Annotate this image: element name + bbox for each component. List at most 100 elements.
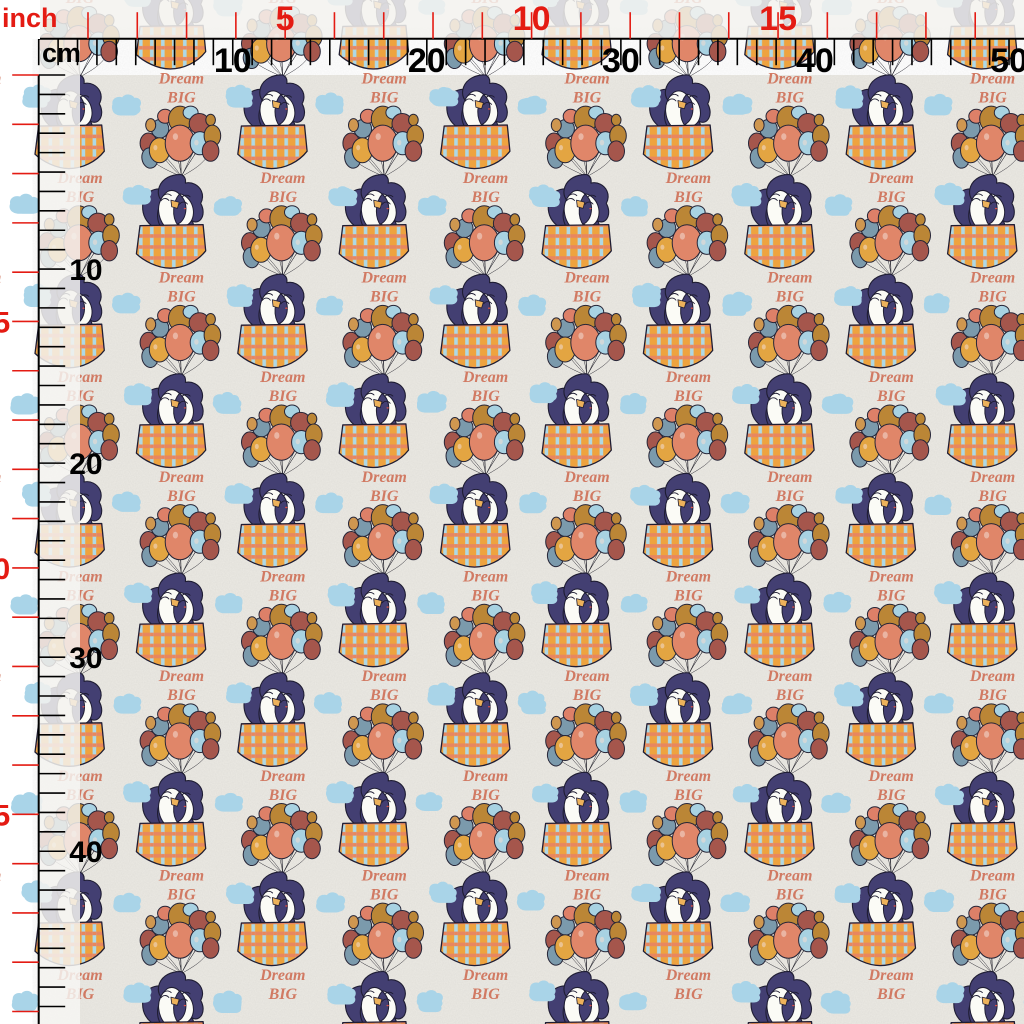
- svg-text:BIG: BIG: [876, 787, 906, 804]
- svg-text:Dream: Dream: [563, 867, 609, 884]
- svg-text:Dream: Dream: [259, 967, 305, 984]
- svg-text:BIG: BIG: [673, 588, 703, 605]
- svg-text:Dream: Dream: [361, 270, 407, 287]
- svg-text:Dream: Dream: [969, 270, 1015, 287]
- svg-text:Dream: Dream: [259, 569, 305, 586]
- svg-text:BIG: BIG: [876, 588, 906, 605]
- svg-text:Dream: Dream: [665, 569, 711, 586]
- svg-text:Dream: Dream: [969, 867, 1015, 884]
- svg-text:Dream: Dream: [563, 270, 609, 287]
- svg-text:30: 30: [602, 42, 640, 80]
- svg-text:inch: inch: [2, 3, 58, 33]
- svg-text:BIG: BIG: [775, 89, 805, 106]
- svg-text:BIG: BIG: [775, 886, 805, 903]
- svg-text:Dream: Dream: [563, 469, 609, 486]
- svg-text:10: 10: [69, 254, 102, 287]
- svg-text:BIG: BIG: [369, 886, 399, 903]
- svg-text:Dream: Dream: [766, 469, 812, 486]
- svg-text:Dream: Dream: [462, 768, 508, 785]
- svg-text:BIG: BIG: [572, 488, 602, 505]
- svg-text:Dream: Dream: [766, 668, 812, 685]
- svg-text:BIG: BIG: [369, 488, 399, 505]
- svg-text:BIG: BIG: [977, 488, 1007, 505]
- svg-text:BIG: BIG: [977, 289, 1007, 306]
- svg-text:20: 20: [408, 42, 446, 80]
- svg-text:BIG: BIG: [166, 289, 196, 306]
- svg-text:BIG: BIG: [673, 189, 703, 206]
- svg-text:BIG: BIG: [876, 388, 906, 405]
- svg-text:Dream: Dream: [361, 469, 407, 486]
- svg-text:BIG: BIG: [166, 488, 196, 505]
- svg-text:10: 10: [0, 553, 10, 586]
- svg-text:Dream: Dream: [462, 170, 508, 187]
- svg-text:BIG: BIG: [470, 189, 500, 206]
- svg-text:BIG: BIG: [470, 588, 500, 605]
- svg-text:BIG: BIG: [268, 189, 298, 206]
- svg-text:BIG: BIG: [166, 687, 196, 704]
- svg-text:BIG: BIG: [268, 588, 298, 605]
- svg-text:BIG: BIG: [775, 289, 805, 306]
- svg-text:Dream: Dream: [259, 768, 305, 785]
- svg-text:Dream: Dream: [158, 469, 204, 486]
- svg-text:Dream: Dream: [868, 967, 914, 984]
- svg-text:Dream: Dream: [462, 569, 508, 586]
- svg-text:Dream: Dream: [158, 668, 204, 685]
- svg-text:BIG: BIG: [369, 89, 399, 106]
- svg-text:Dream: Dream: [462, 967, 508, 984]
- svg-text:15: 15: [0, 799, 10, 832]
- svg-text:Dream: Dream: [158, 70, 204, 87]
- svg-text:Dream: Dream: [563, 668, 609, 685]
- svg-text:20: 20: [69, 448, 102, 481]
- svg-text:Dream: Dream: [969, 469, 1015, 486]
- svg-text:Dream: Dream: [0, 469, 1, 486]
- svg-text:BIG: BIG: [166, 89, 196, 106]
- svg-text:BIG: BIG: [369, 289, 399, 306]
- svg-text:Dream: Dream: [158, 867, 204, 884]
- svg-text:Dream: Dream: [259, 170, 305, 187]
- svg-text:Dream: Dream: [361, 668, 407, 685]
- svg-text:5: 5: [0, 306, 10, 339]
- svg-text:BIG: BIG: [775, 488, 805, 505]
- svg-text:BIG: BIG: [977, 687, 1007, 704]
- svg-text:BIG: BIG: [268, 388, 298, 405]
- svg-text:BIG: BIG: [673, 388, 703, 405]
- svg-text:Dream: Dream: [361, 867, 407, 884]
- svg-text:40: 40: [796, 42, 834, 80]
- svg-text:Dream: Dream: [868, 768, 914, 785]
- svg-text:Dream: Dream: [969, 668, 1015, 685]
- svg-text:40: 40: [69, 836, 102, 869]
- svg-text:BIG: BIG: [572, 886, 602, 903]
- svg-text:Dream: Dream: [259, 369, 305, 386]
- svg-text:10: 10: [214, 42, 252, 80]
- svg-text:BIG: BIG: [673, 986, 703, 1003]
- svg-text:BIG: BIG: [977, 886, 1007, 903]
- svg-text:BIG: BIG: [977, 89, 1007, 106]
- svg-text:Dream: Dream: [0, 668, 1, 685]
- svg-text:Dream: Dream: [665, 768, 711, 785]
- svg-text:50: 50: [990, 42, 1024, 80]
- svg-text:Dream: Dream: [665, 967, 711, 984]
- svg-text:Dream: Dream: [0, 70, 1, 87]
- svg-text:BIG: BIG: [470, 787, 500, 804]
- svg-text:BIG: BIG: [572, 89, 602, 106]
- svg-text:BIG: BIG: [369, 687, 399, 704]
- svg-text:Dream: Dream: [361, 70, 407, 87]
- svg-text:BIG: BIG: [470, 388, 500, 405]
- svg-text:BIG: BIG: [268, 787, 298, 804]
- svg-text:30: 30: [69, 642, 102, 675]
- svg-text:10: 10: [513, 0, 551, 38]
- svg-text:Dream: Dream: [868, 369, 914, 386]
- svg-text:Dream: Dream: [766, 270, 812, 287]
- svg-text:Dream: Dream: [0, 867, 1, 884]
- svg-text:15: 15: [759, 0, 797, 38]
- svg-text:BIG: BIG: [876, 986, 906, 1003]
- svg-text:BIG: BIG: [470, 986, 500, 1003]
- svg-text:Dream: Dream: [462, 369, 508, 386]
- svg-text:5: 5: [276, 0, 295, 38]
- svg-text:Dream: Dream: [0, 270, 1, 287]
- svg-text:Dream: Dream: [665, 170, 711, 187]
- svg-text:BIG: BIG: [268, 986, 298, 1003]
- svg-text:BIG: BIG: [572, 289, 602, 306]
- svg-text:BIG: BIG: [876, 189, 906, 206]
- svg-text:BIG: BIG: [775, 687, 805, 704]
